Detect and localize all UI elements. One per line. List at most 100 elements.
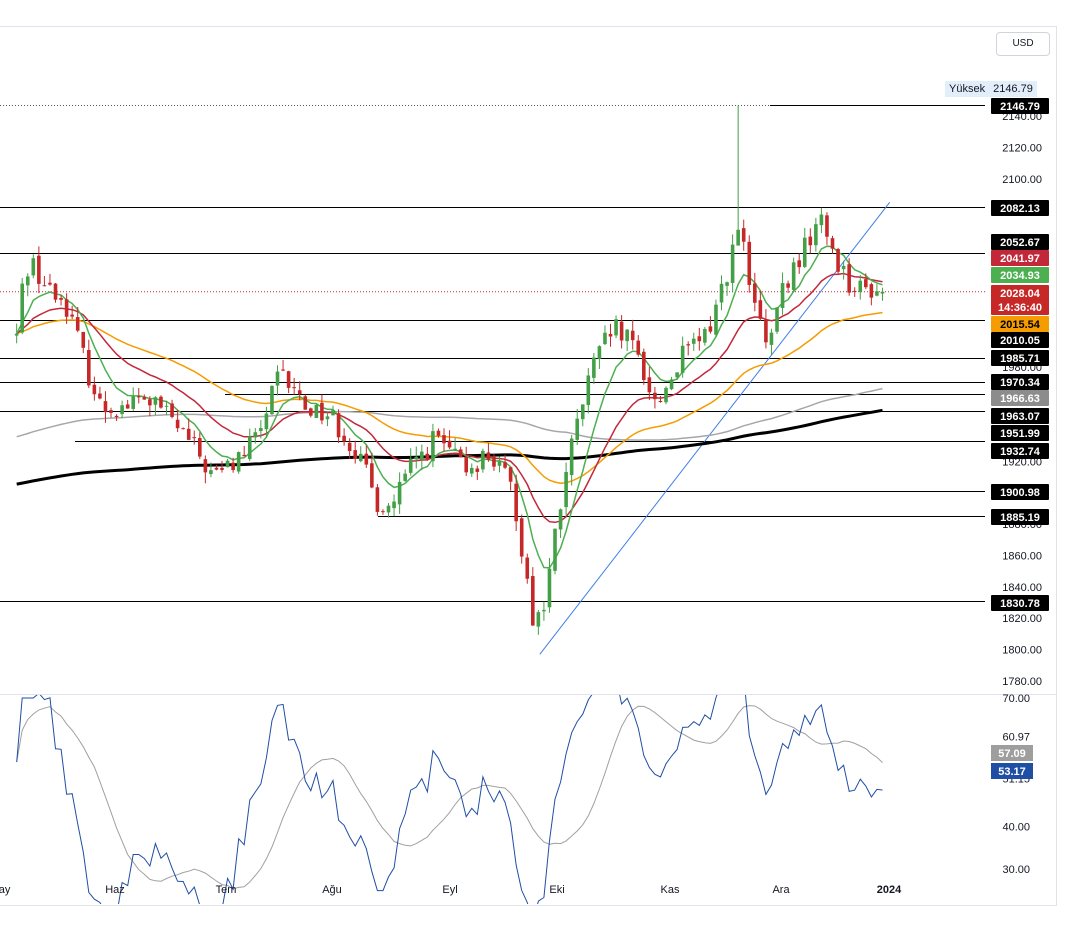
candle-body: [425, 453, 430, 460]
rsi-value-box: [991, 745, 1033, 761]
candle-body: [386, 505, 391, 513]
candle-body: [841, 265, 846, 270]
price-label: 1985.71: [1000, 353, 1040, 365]
high-tag: Yüksek 2146.79: [945, 81, 1037, 97]
candle-body: [564, 471, 568, 508]
countdown-label: 14:36:40: [998, 302, 1042, 314]
candle-body: [647, 377, 652, 393]
candle-body: [48, 282, 52, 285]
candle-body: [325, 416, 330, 420]
chart-frame: [0, 26, 1057, 906]
sma-200-line: [16, 408, 883, 486]
candle-body: [880, 291, 885, 294]
candle-body: [825, 215, 829, 237]
candle-body: [225, 460, 230, 468]
price-label-box: [991, 509, 1049, 525]
candle-body: [59, 298, 63, 300]
price-label: 1966.63: [1000, 393, 1040, 405]
candle-body: [120, 405, 124, 414]
candle-body: [198, 437, 202, 457]
price-label: 2082.13: [1000, 203, 1040, 215]
candle-body: [420, 451, 424, 460]
candle-body: [92, 384, 97, 395]
price-label: 2041.97: [1000, 253, 1040, 265]
candle-body: [159, 396, 163, 408]
candle-body: [630, 330, 635, 341]
rsi-line: [16, 695, 883, 904]
rsi-value-box: [991, 763, 1033, 779]
rsi-value-label: 57.09: [998, 748, 1026, 760]
candle-body: [475, 468, 480, 472]
candle-body: [469, 467, 474, 474]
candle-body: [875, 291, 879, 296]
candle-body: [608, 333, 613, 337]
candle-body: [714, 304, 718, 335]
rsi-tick-label: 30.00: [1002, 864, 1030, 876]
candle-body: [697, 336, 702, 342]
candle-body: [508, 467, 513, 482]
price-pane: [0, 105, 985, 655]
candle-body: [431, 431, 435, 462]
currency-button[interactable]: USD: [996, 32, 1050, 56]
candle-body: [558, 509, 563, 530]
candle-body: [292, 387, 296, 389]
price-label-box: [991, 408, 1049, 424]
price-label: 1932.74: [1000, 446, 1041, 458]
x-tick-label: Kas: [661, 884, 680, 896]
price-label-box: [991, 374, 1049, 390]
price-label: 2015.54: [1000, 319, 1041, 331]
candle-body: [98, 393, 102, 399]
price-label-box: [991, 443, 1049, 459]
candle-body: [375, 487, 380, 512]
y-tick-label: 1860.00: [1002, 550, 1042, 562]
candle-body: [592, 357, 596, 378]
candle-body: [464, 457, 469, 473]
candle-body: [653, 392, 657, 400]
candle-body: [175, 419, 180, 429]
candle-body: [675, 372, 679, 378]
candle-body: [297, 390, 302, 395]
price-label-box: [991, 250, 1049, 266]
candle-body: [764, 319, 768, 343]
high-tag-value: 2146.79: [993, 83, 1033, 95]
price-label: 2052.67: [1000, 237, 1040, 249]
y-tick-label: 1920.00: [1002, 456, 1042, 468]
candle-body: [542, 609, 546, 612]
candle-body: [858, 280, 863, 293]
candle-body: [597, 346, 602, 359]
x-tick-label: 2024: [877, 884, 902, 896]
price-label-box: [991, 350, 1049, 366]
candle-body: [347, 442, 352, 452]
candle-body: [186, 428, 191, 440]
price-label-box: [991, 484, 1049, 500]
price-label: 1963.07: [1000, 411, 1040, 423]
candle-body: [397, 481, 402, 505]
candle-body: [725, 282, 729, 286]
candle-body: [236, 452, 241, 472]
candle-body: [203, 459, 208, 473]
candle-body: [481, 450, 485, 470]
x-tick-label: Ara: [772, 884, 790, 896]
candle-body: [336, 413, 341, 438]
candle-body: [836, 248, 840, 272]
candle-body: [658, 401, 663, 403]
candle-body: [569, 438, 574, 476]
candle-body: [381, 511, 385, 513]
candle-body: [281, 369, 285, 371]
candle-body: [286, 371, 291, 388]
candle-body: [753, 283, 757, 303]
candle-body: [142, 397, 147, 400]
rsi-tick-label: 60.97: [1002, 732, 1030, 744]
candle-body: [392, 501, 396, 509]
candle-body: [664, 387, 668, 403]
rsi-ma-line: [16, 705, 883, 890]
candle-body: [148, 399, 152, 406]
candle-body: [314, 404, 319, 418]
candle-body: [220, 467, 224, 470]
candle-body: [309, 408, 313, 416]
candle-body: [780, 283, 785, 308]
candle-body: [192, 437, 197, 439]
price-label-box: [991, 595, 1049, 611]
candle-body: [636, 340, 641, 355]
